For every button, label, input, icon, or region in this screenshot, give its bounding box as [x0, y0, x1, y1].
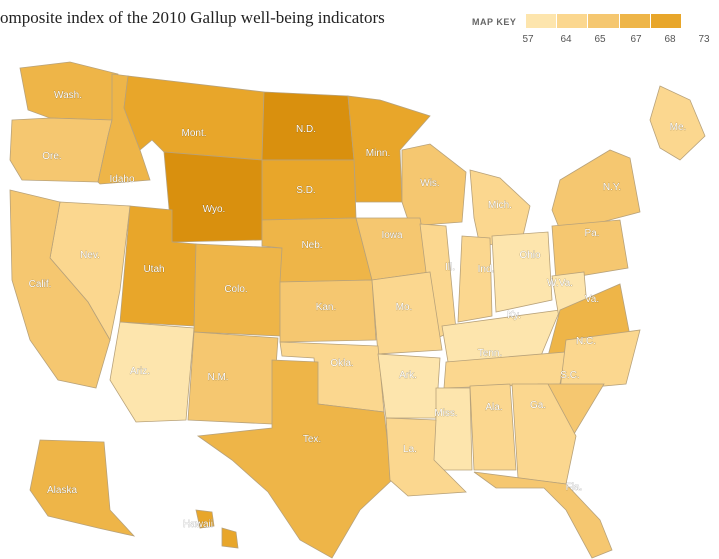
- state-ind: [457, 235, 493, 323]
- key-tick-67: 67: [630, 34, 642, 45]
- state-ark: [377, 353, 441, 419]
- state-label-kan: Kan.: [316, 302, 337, 313]
- state-wyo: [163, 151, 263, 243]
- key-tick-73: 73: [698, 34, 710, 45]
- state-ga: [511, 383, 577, 485]
- state-label-miss: Miss.: [434, 408, 457, 419]
- state-label-nev: Nev.: [80, 250, 100, 261]
- state-label-idaho: Idaho: [109, 174, 134, 185]
- state-label-okla: Okla.: [330, 358, 353, 369]
- state-ohio: [491, 231, 553, 313]
- state-label-ark: Ark.: [399, 370, 417, 381]
- state-label-calif: Calif.: [29, 279, 52, 290]
- state-label-ill: Ill.: [445, 262, 455, 273]
- state-pa: [551, 219, 629, 281]
- state-label-tenn: Tenn.: [478, 348, 502, 359]
- state-label-neb: Neb.: [301, 240, 322, 251]
- state-nc: [559, 329, 641, 391]
- state-mo: [371, 271, 443, 355]
- state-label-alaska: Alaska: [47, 485, 77, 496]
- state-label-sd: S.D.: [296, 185, 315, 196]
- state-label-wyo: Wyo.: [203, 204, 226, 215]
- state-label-ore: Ore.: [42, 151, 61, 162]
- state-hawaii: [195, 509, 239, 549]
- state-fla: [473, 471, 613, 559]
- map-key: MAP KEY 57 64 65 67 68 73: [472, 14, 712, 50]
- state-miss: [429, 387, 473, 471]
- state-label-nm: N.M.: [207, 372, 228, 383]
- key-tick-57: 57: [522, 34, 534, 45]
- state-ariz: [109, 321, 195, 423]
- state-label-ind: Ind.: [478, 264, 495, 275]
- key-tick-64: 64: [560, 34, 572, 45]
- state-wis: [401, 143, 467, 227]
- state-label-ga: Ga.: [530, 400, 546, 411]
- state-label-pa: Pa.: [584, 228, 599, 239]
- key-swatch-2: [557, 14, 589, 28]
- state-label-ny: N.Y.: [603, 182, 621, 193]
- state-label-mo: Mo.: [396, 302, 413, 313]
- state-label-la: La.: [403, 444, 417, 455]
- state-labels-layer: Wash. Ore. Idaho Mont. N.D. Minn. Wis. Mich. N.Y…: [28, 90, 687, 531]
- state-ore: [9, 117, 113, 183]
- state-tex: [196, 359, 393, 559]
- state-label-ky: Ky.: [507, 310, 521, 321]
- state-calif: [9, 189, 111, 389]
- state-ala: [469, 383, 517, 471]
- key-tick-65: 65: [594, 34, 606, 45]
- state-label-nc: N.C.: [576, 336, 596, 347]
- state-nm: [187, 331, 279, 425]
- key-swatch-1: [526, 14, 558, 28]
- key-swatch-5: [650, 14, 683, 28]
- state-label-minn: Minn.: [366, 148, 390, 159]
- state-label-va: Va.: [585, 294, 599, 305]
- key-swatch-4: [619, 14, 651, 28]
- state-label-colo: Colo.: [224, 284, 247, 295]
- state-label-fla: Fla.: [566, 482, 583, 493]
- state-label-ariz: Ariz.: [130, 366, 150, 377]
- state-alaska: [29, 439, 136, 537]
- state-label-me: Me.: [670, 122, 687, 133]
- state-label-ala: Ala.: [485, 402, 502, 413]
- states-layer: [9, 61, 706, 559]
- state-label-sc: S.C.: [560, 370, 579, 381]
- us-choropleth-map: Wash. Ore. Idaho Mont. N.D. Minn. Wis. Mich. N.Y…: [9, 61, 706, 559]
- state-me: [649, 85, 706, 161]
- state-la: [385, 417, 467, 497]
- state-label-tex: Tex.: [303, 434, 321, 445]
- state-label-hawaii: Hawaii: [183, 519, 213, 530]
- state-label-ohio: Ohio: [519, 250, 541, 261]
- state-kan: [279, 279, 377, 343]
- state-label-wva: W.Va.: [547, 278, 573, 289]
- state-label-iowa: Iowa: [381, 230, 403, 241]
- state-label-mich: Mich.: [488, 200, 512, 211]
- state-mont: [123, 75, 265, 161]
- map-key-label: MAP KEY: [472, 17, 517, 27]
- state-label-nd: N.D.: [296, 124, 316, 135]
- map-key-swatches: [526, 14, 683, 28]
- map-title: omposite index of the 2010 Gallup well-b…: [0, 8, 385, 27]
- map-key-ticks: 57 64 65 67 68 73: [516, 34, 709, 46]
- state-label-utah: Utah: [143, 264, 164, 275]
- key-swatch-3: [588, 14, 620, 28]
- state-ny: [551, 149, 641, 231]
- state-label-wash: Wash.: [54, 90, 82, 101]
- state-label-mont: Mont.: [181, 128, 206, 139]
- state-label-wis: Wis.: [420, 178, 439, 189]
- key-tick-68: 68: [664, 34, 676, 45]
